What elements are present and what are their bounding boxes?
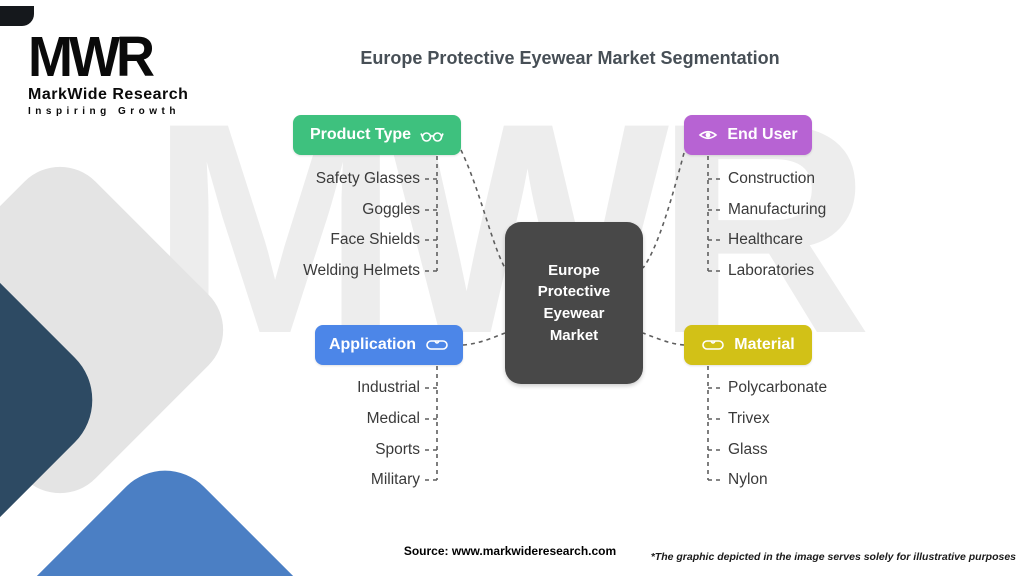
goggles-icon: [425, 338, 449, 352]
branch-node-application: Application: [315, 325, 463, 365]
leaf-item: Face Shields: [330, 231, 420, 248]
branch-label-product-type: Product Type: [309, 126, 412, 143]
leaf-item: Laboratories: [728, 262, 815, 279]
decorative-corner-shape: [0, 6, 34, 26]
eye-icon: [698, 128, 718, 142]
logo-mark: MWR: [28, 25, 155, 89]
branch-node-material: Material: [684, 325, 812, 365]
leaf-item: Trivex: [728, 410, 770, 427]
leaf-item: Healthcare: [728, 231, 803, 248]
leaf-item: Goggles: [362, 201, 420, 218]
leaf-item: Sports: [375, 441, 420, 458]
glasses-icon: [420, 128, 444, 143]
leaf-item: Nylon: [728, 471, 768, 488]
logo: MWR MarkWide Research Inspiring Growth: [28, 25, 189, 117]
leaf-item: Military: [370, 471, 420, 488]
page-title: Europe Protective Eyewear Market Segment…: [360, 48, 780, 68]
leaf-item: Safety Glasses: [315, 170, 420, 187]
branch-node-product-type: Product Type: [293, 115, 461, 155]
center-node: Europe Protective Eyewear Market: [505, 222, 643, 384]
leaf-item: Glass: [728, 441, 768, 458]
leaf-item: Construction: [728, 170, 816, 187]
branch-label-application: Application: [328, 336, 417, 353]
goggles-icon: [701, 338, 725, 352]
center-node-label: Europe Protective Eyewear Market: [537, 261, 611, 344]
logo-tagline: Inspiring Growth: [28, 106, 180, 117]
leaf-item: Medical: [366, 410, 420, 427]
leaf-item: Industrial: [357, 379, 420, 396]
footer-source: Source: www.markwideresearch.com: [403, 544, 617, 558]
leaf-item: Welding Helmets: [303, 262, 420, 279]
branch-node-end-user: End User: [684, 115, 812, 155]
logo-name: MarkWide Research: [28, 86, 189, 103]
footer-disclaimer: *The graphic depicted in the image serve…: [650, 551, 1016, 563]
leaf-item: Manufacturing: [728, 201, 827, 218]
branch-label-material: Material: [734, 336, 795, 353]
branch-label-end-user: End User: [727, 126, 798, 143]
leaf-item: Polycarbonate: [728, 379, 828, 396]
